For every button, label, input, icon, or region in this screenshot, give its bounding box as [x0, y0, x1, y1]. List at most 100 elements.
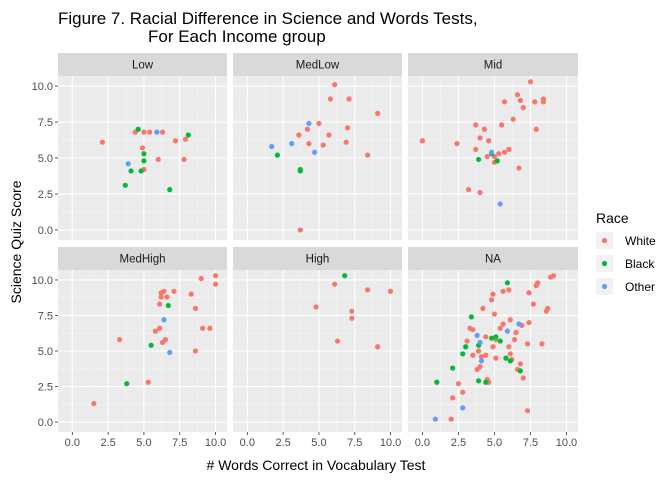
data-point-white [527, 79, 534, 85]
data-point-white [520, 105, 526, 111]
data-point-white [212, 273, 219, 279]
data-point-white [116, 337, 123, 343]
facet-panels: Low 0.0 2.5 5.0 7.5 10.0 MedLow Mid MedHigh 0.0 2.… [32, 53, 578, 449]
data-point-white [510, 116, 516, 122]
data-point-white [365, 287, 371, 293]
data-point-white [470, 327, 476, 333]
data-point-black [503, 355, 509, 361]
data-point-white [182, 136, 189, 142]
x-tick-label: 7.5 [347, 437, 362, 449]
data-point-white [192, 305, 199, 311]
legend: Race White Black Other [596, 210, 656, 295]
data-point-white [387, 288, 394, 294]
data-point-white [532, 99, 538, 105]
data-point-white [181, 156, 187, 163]
data-point-white [499, 122, 505, 128]
y-tick-label: 10.0 [32, 81, 53, 93]
data-point-white [320, 142, 326, 148]
data-point-white [545, 305, 551, 311]
data-point-white [483, 334, 489, 340]
data-point-white [500, 321, 506, 327]
data-point-white [517, 361, 523, 367]
data-point-white [419, 138, 426, 144]
data-point-white [145, 379, 151, 385]
chart-title-line-2: For Each Income group [148, 27, 326, 46]
data-point-white [533, 126, 539, 132]
data-point-black [148, 342, 154, 348]
y-tick-label: 2.5 [38, 189, 53, 201]
data-point-other [497, 201, 503, 207]
facet-strip-label: Mid [484, 60, 503, 72]
data-point-white [526, 319, 532, 326]
data-point-white [501, 99, 508, 105]
x-axis-title: # Words Correct in Vocabulary Test [207, 457, 426, 473]
data-point-other [306, 120, 312, 127]
data-point-white [513, 329, 519, 336]
data-point-other [289, 141, 295, 147]
data-point-white [365, 152, 371, 158]
data-point-other [312, 149, 318, 155]
y-tick-label: 5.0 [38, 153, 53, 165]
data-point-white [155, 156, 161, 163]
data-point-white [477, 364, 483, 370]
data-point-other [488, 149, 495, 155]
y-tick-label: 7.5 [38, 117, 53, 129]
x-tick-label: 0.0 [240, 437, 255, 449]
data-point-white [200, 325, 206, 331]
data-point-white [164, 294, 170, 300]
data-point-black [342, 273, 348, 279]
data-point-white [152, 328, 158, 334]
data-point-white [158, 294, 164, 300]
data-point-other [474, 332, 480, 338]
data-point-white [507, 317, 513, 323]
data-point-white [344, 125, 351, 131]
data-point-white [343, 139, 349, 145]
facet-strip-label: MedLow [296, 60, 340, 72]
x-tick-label: 2.5 [451, 437, 466, 449]
x-tick-label: 7.5 [172, 437, 187, 449]
data-point-black [504, 280, 511, 286]
data-point-black [460, 351, 466, 357]
data-point-other [477, 339, 483, 346]
data-point-white [506, 344, 512, 350]
data-point-black [141, 151, 147, 157]
data-point-white [375, 110, 381, 117]
data-point-white [147, 129, 153, 135]
data-point-black [167, 187, 173, 193]
data-point-black [517, 368, 523, 374]
y-tick-label: 7.5 [38, 310, 53, 322]
data-point-black [450, 365, 456, 371]
y-axis-title: Science Quiz Score [8, 180, 24, 303]
legend-label-black: Black [625, 257, 655, 271]
data-point-white [296, 132, 302, 138]
facet-strip [58, 247, 227, 270]
facet-panel: Mid [408, 53, 578, 240]
data-point-black [493, 334, 499, 340]
facet-strip-label: NA [485, 254, 501, 266]
data-point-white [550, 273, 557, 279]
data-point-white [304, 126, 311, 132]
data-point-white [501, 149, 508, 155]
data-point-white [506, 146, 512, 152]
facet-panel: NA 0.0 2.5 5.0 7.5 10.0 [408, 247, 578, 449]
x-tick-label: 10.0 [556, 437, 577, 449]
data-point-white [512, 337, 518, 343]
data-point-white [470, 352, 476, 358]
data-point-white [454, 141, 460, 147]
data-point-white [465, 187, 472, 193]
data-point-white [486, 138, 492, 144]
data-point-black [297, 168, 303, 174]
data-point-white [514, 92, 521, 98]
data-point-white [460, 389, 466, 395]
data-point-white [349, 315, 355, 321]
data-point-white [490, 291, 496, 297]
facet-panel: MedLow [233, 53, 402, 240]
facet-strip [233, 53, 402, 76]
data-point-white [477, 189, 483, 196]
data-point-black [434, 379, 440, 385]
data-point-black [122, 182, 128, 188]
data-point-white [455, 381, 462, 387]
data-point-white [481, 126, 487, 132]
data-point-black [475, 378, 482, 384]
data-point-white [316, 120, 322, 127]
